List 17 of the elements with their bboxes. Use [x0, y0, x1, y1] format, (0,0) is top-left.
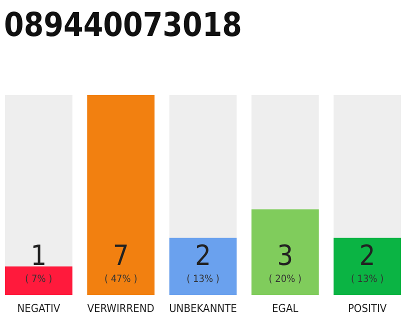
x-tick-label: VERWIRREND: [87, 302, 155, 315]
annotation: ( 13% ): [186, 274, 220, 285]
chart-title: 089440073018: [4, 5, 252, 44]
x-tick-label: UNBEKANNTE: [169, 302, 237, 315]
x-tick-label: NEGATIV: [17, 302, 60, 315]
data-label: 3: [277, 239, 294, 272]
annotation: ( 13% ): [350, 274, 384, 285]
data-label: 1: [30, 239, 47, 272]
x-tick-label: EGAL: [272, 302, 299, 315]
x-tick-label: POSITIV: [348, 302, 387, 315]
bar: [5, 266, 72, 295]
data-label: 2: [194, 239, 212, 272]
data-label: 2: [359, 239, 376, 272]
annotation: ( 7% ): [25, 274, 52, 285]
annotation: ( 20% ): [268, 274, 302, 285]
annotation: ( 47% ): [104, 274, 138, 285]
data-label: 7: [112, 239, 129, 272]
